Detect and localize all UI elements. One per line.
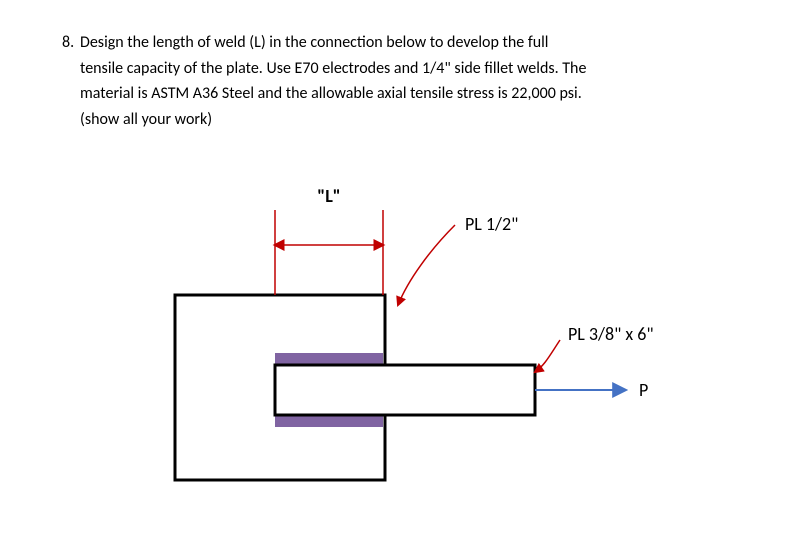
callout-pl-half-leader [398,225,455,305]
problem-line2: tensile capacity of the plate. Use E70 e… [80,59,586,78]
callout-pl-3-8-leader [535,340,560,372]
label-pl-3-8: PL 3/8" x 6" [568,323,654,345]
dim-l-label: "L" [317,185,340,207]
weld-bottom [275,415,383,427]
weld-top [275,353,383,365]
label-pl-half: PL 1/2" [465,213,518,235]
label-p: P [639,379,648,401]
problem-number: 8. [62,30,74,56]
problem-line3: material is ASTM A36 Steel and the allow… [80,84,582,103]
problem-line4: (show all your work) [80,110,212,129]
problem-statement: 8. Design the length of weld (L) in the … [80,30,740,132]
diagram: "L" PL 1/2" PL 3/8" x 6" P [155,180,715,510]
tensile-plate [275,365,535,415]
problem-line1: Design the length of weld (L) in the con… [80,33,548,52]
